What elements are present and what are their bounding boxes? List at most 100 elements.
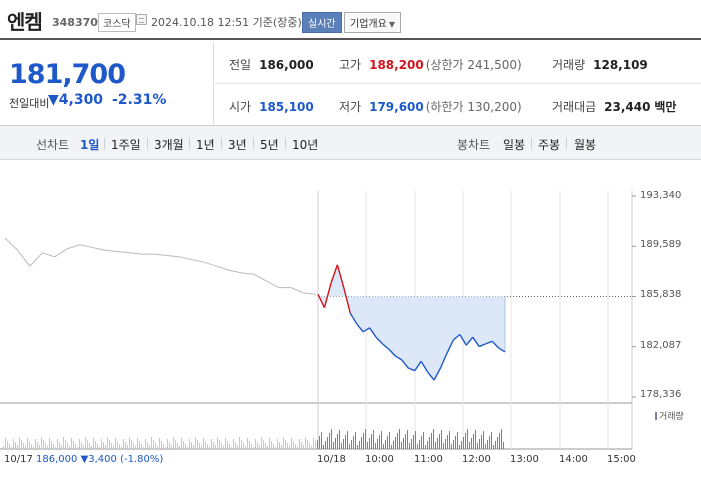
volume-bar [99,447,100,449]
volume-bar [105,445,106,449]
volume-bar [147,442,148,449]
tab-1week[interactable]: 1주일 [111,138,141,152]
low-label: 저가 [339,100,362,114]
volume-bar [351,440,352,449]
volume-bar [453,440,454,449]
volume-bar [503,442,504,449]
volume-bar [255,439,256,449]
volume-bar [363,433,364,449]
volume-bar [187,447,188,449]
volume-bar [145,439,146,449]
volume-bar [97,444,98,449]
volume-bar [369,438,370,449]
today-price-line-segment [478,343,486,348]
price-chart[interactable]: 193,340 189,589 185,838 182,087 178,336 … [0,161,701,481]
volume-bar [79,439,80,449]
tab-monthly-candle[interactable]: 월봉 [574,138,597,152]
volume-bar [487,440,488,449]
volume-bar [303,445,304,449]
divider [213,83,701,84]
tab-10year[interactable]: 10년 [292,138,319,152]
tab-1year[interactable]: 1년 [196,138,215,152]
volume-bar [13,439,14,449]
volume-bar [109,440,110,449]
volume-bar [31,444,32,449]
x-tick-label: 11:00 [414,454,443,465]
volume-bar [137,438,138,449]
volume-bar [103,442,104,449]
prev-day-price: 186,000 [36,454,78,465]
volume-bar [111,443,112,449]
volume-bar [413,435,414,449]
volume-bar [389,432,390,449]
volume-bar [175,440,176,449]
divider [285,138,286,149]
volume-bar [239,437,240,449]
tab-3year[interactable]: 3년 [228,138,247,152]
volume-bar [307,440,308,449]
volume-bar [171,445,172,449]
volume-bar [347,431,348,449]
volume-bar [159,438,160,449]
volume-bar [323,445,324,449]
volume-bar [75,444,76,449]
volume-bar [73,441,74,449]
volume-bar [409,443,410,449]
tab-3month[interactable]: 3개월 [154,138,184,152]
realtime-button[interactable]: 실시간 [302,12,342,33]
tab-1day[interactable]: 1일 [80,138,100,152]
volume-bar [33,447,34,449]
volume-bar [311,446,312,449]
y-tick-label: 182,087 [640,340,682,351]
volume-bar [293,441,294,449]
volume-bar [253,447,254,449]
volume-bar [67,443,68,449]
volume-bar [429,437,430,449]
volume-bar [205,441,206,449]
volume-bar [163,444,164,449]
tab-weekly-candle[interactable]: 주봉 [538,138,561,152]
today-price-line-segment [356,323,364,333]
divider [104,138,105,149]
today-price-line-segment [465,336,474,346]
volume-bar [443,443,444,449]
volume-bar [237,445,238,449]
volume-bar [271,441,272,449]
volume-bar [129,437,130,449]
volume-bar [19,437,20,449]
y-tick-label: 178,336 [640,389,682,400]
volume-bar [353,436,354,449]
volume-bar [69,446,70,449]
today-price-line-segment [323,283,332,308]
volume-bar [319,436,320,449]
volume-bar [333,442,334,449]
tab-daily-candle[interactable]: 일봉 [503,138,526,152]
volume-bar [47,446,48,449]
volume-bar [3,446,4,449]
volume-bar [467,429,468,449]
change-label: 전일대비 [9,97,50,110]
calendar-icon [136,14,147,25]
volume-bar [131,440,132,449]
prev-day-pct: (-1.80%) [120,454,164,465]
volume-bar [61,445,62,449]
volume-bar [295,444,296,449]
volume-bar [423,432,424,449]
volume-bar [235,442,236,449]
volume-bar [29,441,30,449]
volume-bar [461,441,462,449]
today-price-line-segment [362,327,370,333]
tab-5year[interactable]: 5년 [260,138,279,152]
volume-bar [227,441,228,449]
volume-bar [71,438,72,449]
today-price-line-segment [382,343,390,350]
volume-bar [287,443,288,449]
volume-bar [49,438,50,449]
volume-bar [101,439,102,449]
volume-bar [383,444,384,449]
company-info-dropdown[interactable]: 기업개요 ▼ [344,12,401,33]
volume-bar [77,447,78,449]
today-price-line-segment [375,336,383,345]
volume-bar [55,447,56,449]
volume-bar [317,440,318,449]
